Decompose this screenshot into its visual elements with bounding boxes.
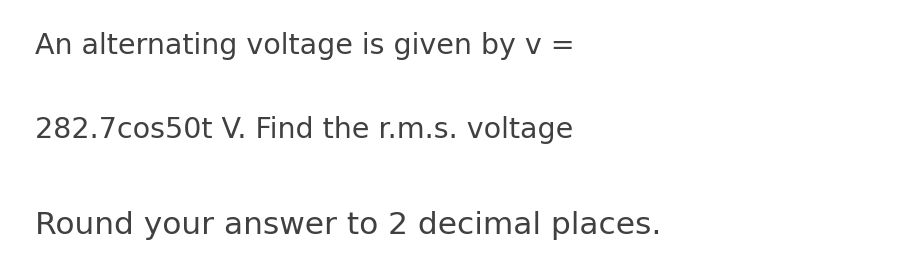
Text: An alternating voltage is given by v =: An alternating voltage is given by v = <box>35 32 574 60</box>
Text: 282.7cos50t V. Find the r.m.s. voltage: 282.7cos50t V. Find the r.m.s. voltage <box>35 116 573 144</box>
Text: Round your answer to 2 decimal places.: Round your answer to 2 decimal places. <box>35 211 661 240</box>
